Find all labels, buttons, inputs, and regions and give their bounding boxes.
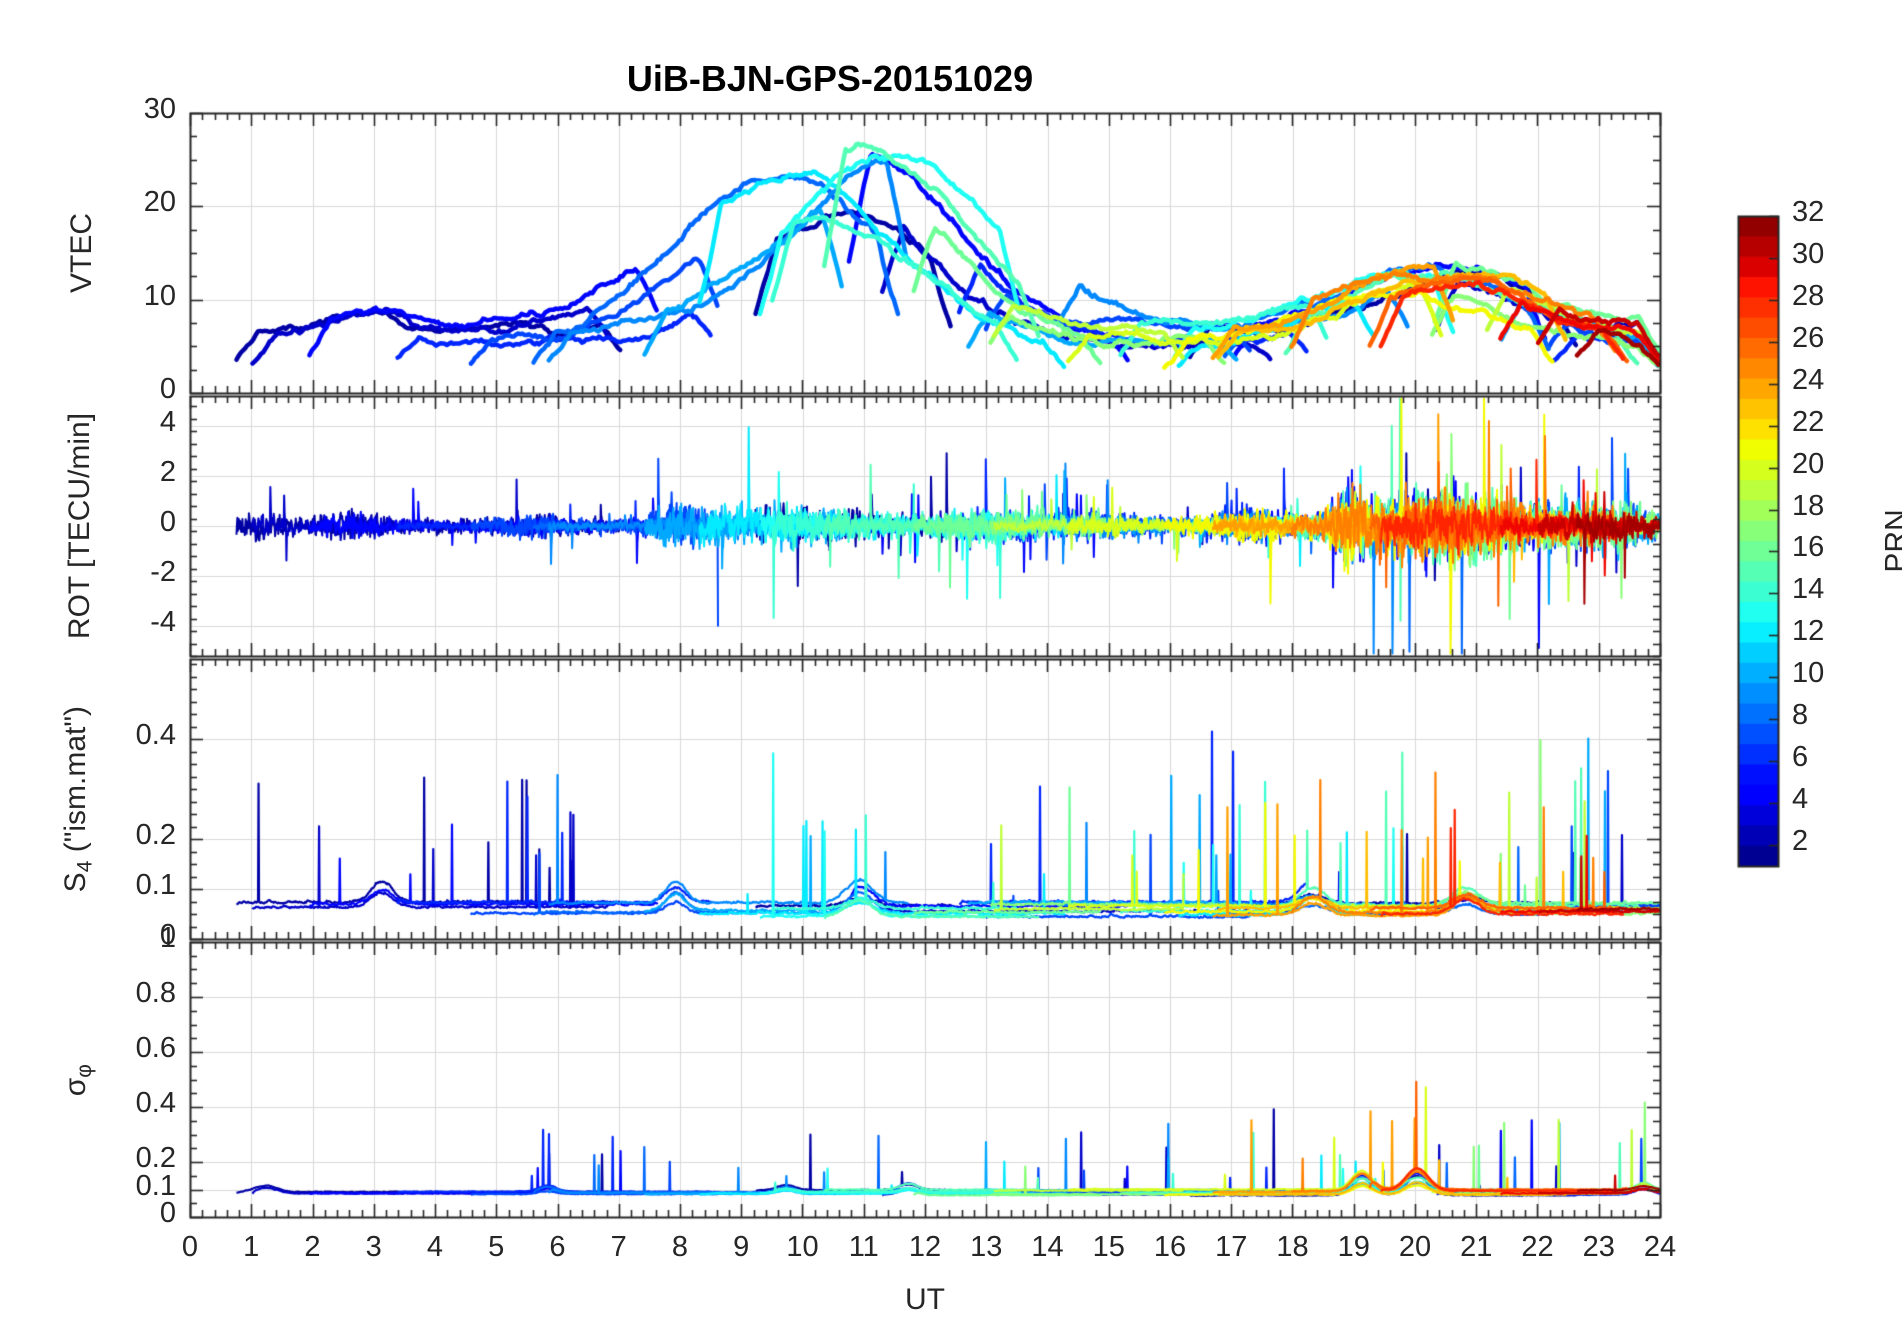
x-tick-label-16: 16 bbox=[1153, 1231, 1187, 1263]
axis-label-rot: ROT [TECU/min] bbox=[63, 412, 97, 640]
y-tick-label-rot-4: 4 bbox=[159, 406, 176, 438]
colorbar-tick-label-14: 14 bbox=[1792, 573, 1825, 606]
y-tick-label-sigma_phi-0p8: 0.8 bbox=[135, 977, 176, 1009]
x-tick-label-9: 9 bbox=[733, 1231, 750, 1263]
y-tick-label-vtec-10: 10 bbox=[143, 279, 176, 312]
colorbar-tick-label-10: 10 bbox=[1792, 657, 1825, 690]
colorbar-tick-label-26: 26 bbox=[1792, 321, 1825, 354]
x-tick-label-0: 0 bbox=[181, 1231, 199, 1263]
colorbar-tick-label-24: 24 bbox=[1792, 363, 1825, 396]
y-tick-label-sigma_phi-0p4: 0.4 bbox=[135, 1087, 176, 1119]
colorbar-tick-label-30: 30 bbox=[1792, 237, 1825, 270]
colorbar-tick-label-8: 8 bbox=[1792, 699, 1809, 732]
x-tick-label-19: 19 bbox=[1337, 1231, 1370, 1263]
y-tick-label-rot-neg2: -2 bbox=[150, 556, 176, 588]
x-tick-label-12: 12 bbox=[908, 1231, 942, 1263]
colorbar-tick-label-32: 32 bbox=[1792, 196, 1825, 228]
x-tick-label-3: 3 bbox=[365, 1231, 382, 1263]
x-tick-label-21: 21 bbox=[1460, 1231, 1493, 1263]
colorbar-tick-label-16: 16 bbox=[1792, 531, 1825, 564]
x-tick-label-14: 14 bbox=[1031, 1231, 1064, 1263]
y-tick-label-sigma_phi-0p2: 0.2 bbox=[135, 1142, 176, 1174]
y-tick-label-rot-neg4: -4 bbox=[150, 606, 176, 638]
x-tick-label-24: 24 bbox=[1643, 1231, 1677, 1263]
y-tick-label-s4-0: 0 bbox=[159, 919, 176, 951]
colorbar-tick-label-28: 28 bbox=[1792, 279, 1825, 312]
x-tick-label-4: 4 bbox=[426, 1231, 444, 1263]
y-tick-label-s4-0p4: 0.4 bbox=[135, 719, 176, 751]
x-tick-label-20: 20 bbox=[1398, 1231, 1432, 1263]
axis-label-sigma-phi: σφ bbox=[58, 1063, 97, 1096]
axis-label-vtec: VTEC bbox=[65, 212, 99, 294]
y-tick-label-vtec-30: 30 bbox=[143, 93, 176, 125]
axis-label-s4: S4 ("ism.mat") bbox=[59, 705, 97, 893]
x-tick-label-1: 1 bbox=[243, 1231, 260, 1263]
y-tick-label-sigma_phi-0p6: 0.6 bbox=[135, 1032, 176, 1064]
colorbar-label-prn: PRN bbox=[1879, 509, 1902, 573]
y-tick-label-s4-0p1: 0.1 bbox=[135, 869, 176, 901]
colorbar-tick-label-2: 2 bbox=[1792, 825, 1809, 858]
x-tick-label-15: 15 bbox=[1092, 1231, 1125, 1263]
x-tick-label-6: 6 bbox=[549, 1231, 566, 1263]
y-tick-label-s4-0p2: 0.2 bbox=[135, 819, 176, 851]
x-tick-label-22: 22 bbox=[1521, 1231, 1554, 1263]
x-tick-label-17: 17 bbox=[1215, 1231, 1248, 1263]
y-tick-label-sigma_phi-0: 0 bbox=[159, 1197, 176, 1229]
x-tick-label-2: 2 bbox=[304, 1231, 321, 1263]
colorbar-tick-label-22: 22 bbox=[1792, 405, 1825, 438]
x-tick-label-5: 5 bbox=[488, 1231, 505, 1263]
x-tick-label-13: 13 bbox=[970, 1231, 1003, 1263]
y-tick-label-rot-0: 0 bbox=[159, 506, 176, 538]
x-tick-label-11: 11 bbox=[848, 1231, 879, 1263]
x-tick-label-8: 8 bbox=[671, 1231, 689, 1263]
x-tick-label-10: 10 bbox=[786, 1231, 819, 1263]
x-tick-label-23: 23 bbox=[1582, 1231, 1615, 1263]
x-tick-label-18: 18 bbox=[1276, 1231, 1309, 1263]
colorbar-tick-label-20: 20 bbox=[1792, 447, 1825, 480]
x-tick-label-7: 7 bbox=[610, 1231, 627, 1263]
y-tick-label-vtec-20: 20 bbox=[143, 186, 176, 219]
y-tick-label-rot-2: 2 bbox=[159, 456, 176, 488]
y-tick-label-vtec-0: 0 bbox=[159, 373, 176, 405]
axis-label-ut: UT bbox=[905, 1283, 945, 1316]
colorbar-tick-label-6: 6 bbox=[1792, 741, 1809, 774]
y-tick-label-sigma_phi-0p1: 0.1 bbox=[135, 1169, 176, 1202]
colorbar-tick-label-4: 4 bbox=[1792, 783, 1809, 816]
colorbar-tick-label-18: 18 bbox=[1792, 489, 1825, 522]
colorbar-tick-label-12: 12 bbox=[1792, 615, 1825, 648]
y-tick-label-sigma_phi-1: 1 bbox=[159, 922, 176, 954]
